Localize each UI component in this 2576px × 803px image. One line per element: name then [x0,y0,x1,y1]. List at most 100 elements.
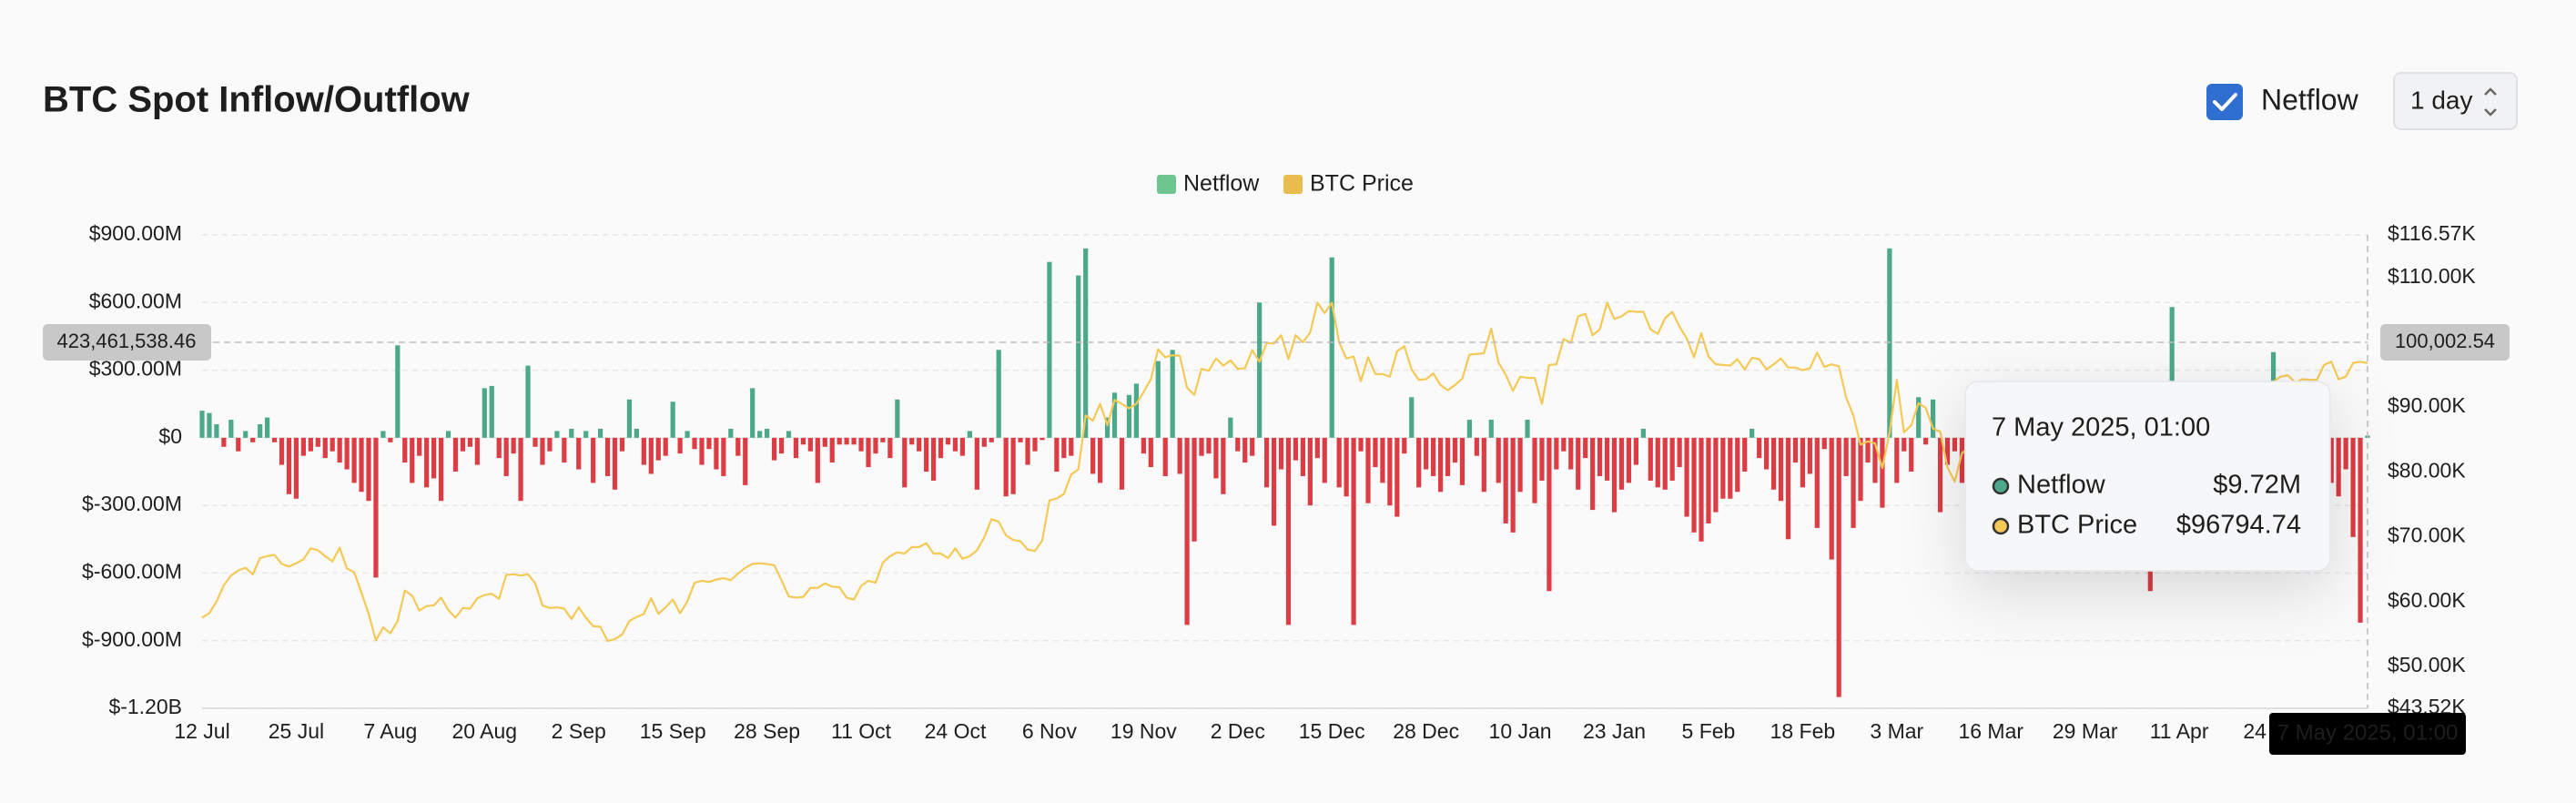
bar [511,437,516,454]
x-tick-label: 25 Jul [269,719,324,743]
bar [1757,437,1762,459]
legend-label: Netflow [1183,171,1260,197]
bar [1937,437,1943,513]
bar [1445,437,1451,476]
interval-select[interactable] [2393,72,2518,130]
bar [503,437,509,476]
bar [1119,437,1125,490]
bar [1503,437,1508,523]
select-chevrons [2484,87,2497,117]
interval-value[interactable]: 1 day [2410,86,2473,114]
x-tick-label: 11 Apr [2150,719,2209,743]
bar [1090,437,1096,474]
x-tick-label: 11 Oct [831,719,892,743]
bar [880,437,886,442]
legend-swatch [1283,175,1303,194]
bar [996,350,1001,438]
bar [1025,437,1030,465]
bar [793,437,799,459]
bar [525,365,531,438]
bar [1640,428,1646,438]
bar [1257,302,1263,438]
bar [1496,437,1501,483]
bar [1691,437,1697,533]
tooltip: 7 May 2025, 01:00 Netflow $9.72M BTC Price $… [1964,381,2331,572]
bar [612,437,618,490]
crosshair-y-label: 423,461,538.46 [57,330,197,352]
x-tick-label: 29 Mar [2053,719,2118,743]
bar [547,437,553,452]
x-tick-label: 18 Feb [1770,719,1836,743]
bar [1466,420,1472,438]
bar [714,437,719,470]
x-tick-label: 3 Mar [1870,719,1923,743]
bar [699,437,705,465]
bar [655,437,661,461]
bar [243,431,248,438]
bar [1307,437,1313,506]
crosshair-y-box [43,324,211,361]
bar [1626,437,1632,483]
bar [641,437,646,465]
bar [1792,437,1799,463]
bar [902,437,908,488]
bar [1778,437,1784,502]
bar [1285,437,1292,625]
bar [438,437,444,502]
bar [1358,437,1364,452]
bar [1250,437,1255,456]
bar [1742,437,1748,472]
bar [765,428,770,438]
bar [271,437,278,442]
bar [778,437,785,454]
bar [1539,437,1545,481]
crosshair-y2-box [2380,324,2510,361]
bar [1931,399,1936,438]
bar [1040,437,1045,441]
bar [1061,437,1067,459]
bar [366,437,371,502]
bar [1380,437,1385,483]
y-tick-label: $600.00M [89,289,182,312]
bar [1597,437,1603,476]
x-tick-label: 20 Aug [451,719,517,743]
bar [1184,437,1190,625]
bar [1902,437,1907,452]
bar [1843,437,1849,476]
bar [496,437,502,459]
bar [1770,437,1777,490]
chart-title: BTC Spot Inflow/Outflow [43,80,471,120]
netflow-checkbox[interactable] [2206,84,2243,120]
bar [2350,437,2356,537]
bar [1532,437,1537,503]
bar [807,437,813,452]
bar [1271,437,1277,526]
bar [554,431,560,438]
legend-label: BTC Price [1310,171,1414,197]
bar [1010,437,1016,494]
crosshair-x-label: 7 May 2025, 01:00 [2277,720,2459,745]
bar [677,437,683,454]
bar [2336,437,2341,497]
x-tick-label: 6 Nov [1022,719,1078,743]
bar [1155,361,1161,438]
bar [931,437,937,481]
bar [945,437,951,445]
bar [1424,437,1429,470]
bar [858,437,864,452]
bar [706,437,712,450]
bar [1409,397,1415,438]
bar [721,437,726,476]
bar [822,437,827,447]
x-tick-label: 10 Jan [1489,719,1552,743]
y2-tick-label: $116.57K [2388,221,2476,245]
bar [1916,397,1922,438]
toggle-label[interactable]: Netflow [2261,83,2359,116]
bar [1706,437,1711,523]
bar [417,437,422,456]
x-tick-label: 15 Sep [640,719,706,743]
bar [938,437,944,459]
bar [1858,437,1863,502]
bar [1554,437,1559,470]
